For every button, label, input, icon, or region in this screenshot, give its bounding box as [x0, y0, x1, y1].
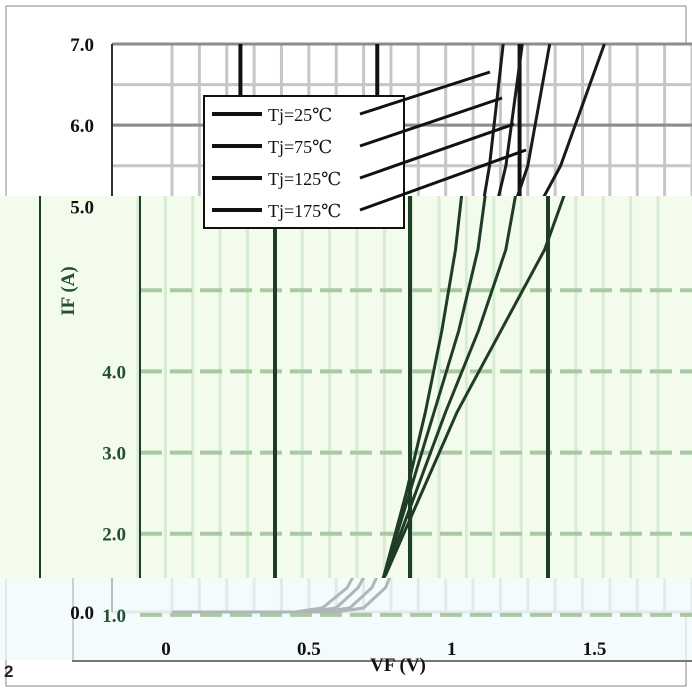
x-tick-label: 1.5	[583, 639, 607, 660]
figure-number-label: 2	[4, 662, 14, 681]
legend-label: Tj=75℃	[268, 137, 332, 157]
overlay-panel	[0, 196, 692, 660]
legend-leader	[359, 96, 503, 148]
y-tick-label: 7.0	[70, 35, 94, 56]
y-axis-title: IF (A)	[58, 266, 79, 315]
y-tick-label: 5.0	[70, 197, 94, 218]
x-tick-label: 1	[447, 639, 457, 660]
overlay-series-line	[382, 196, 566, 578]
x-tick-label: 0.5	[297, 639, 321, 660]
legend-label: Tj=25℃	[268, 105, 332, 125]
y-tick-label: 2.0	[102, 525, 126, 546]
legend-label: Tj=125℃	[268, 169, 341, 189]
x-axis-title: VF (V)	[370, 655, 426, 676]
overlay-background	[0, 196, 692, 578]
y-tick-label: 0.0	[70, 603, 94, 624]
y-tick-label: 6.0	[70, 116, 94, 137]
legend: Tj=25℃ Tj=75℃ Tj=125℃ Tj=175℃	[203, 70, 527, 229]
y-tick-label: 4.0	[102, 362, 126, 383]
lower-panel-bottom	[72, 660, 692, 662]
legend-leader	[359, 148, 527, 212]
x-tick-label: 0	[161, 639, 171, 660]
legend-label: Tj=175℃	[268, 201, 341, 221]
legend-leader	[359, 70, 491, 116]
y-tick-label: 1.0	[102, 606, 126, 627]
y-tick-label: 3.0	[102, 444, 126, 465]
lower-band	[0, 578, 692, 660]
legend-leader	[359, 122, 515, 180]
